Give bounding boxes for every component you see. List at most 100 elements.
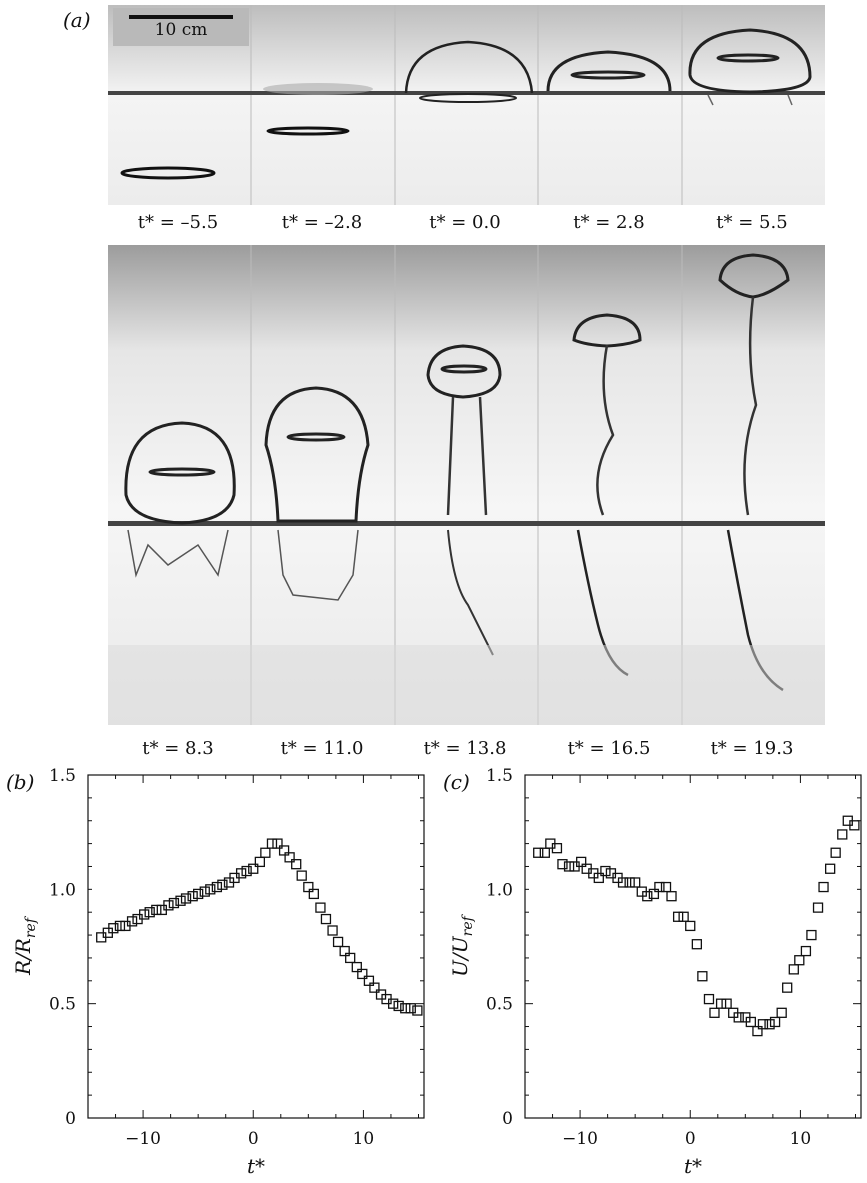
data-point <box>624 877 635 888</box>
y-axis-label: R/Rref <box>11 915 39 976</box>
data-point <box>654 881 665 893</box>
data-point <box>685 920 696 932</box>
data-point <box>388 998 399 1009</box>
data-point <box>617 877 629 888</box>
data-point <box>345 952 356 964</box>
y-tick-label: 0 <box>502 1109 513 1129</box>
data-point <box>217 879 228 890</box>
data-point <box>557 859 568 870</box>
data-point <box>393 1000 404 1012</box>
chart-radius: −10 0 10 0 0.5 1.0 1.5 t* R/Rref <box>11 768 425 1178</box>
plot-frame <box>87 774 425 1119</box>
data-point <box>187 891 198 902</box>
data-point <box>818 881 829 893</box>
data-point <box>849 820 860 831</box>
time-caption: t* = –2.8 <box>281 212 363 233</box>
data-point <box>108 923 119 934</box>
data-point <box>151 904 162 916</box>
data-point <box>175 895 186 906</box>
data-point <box>241 865 252 877</box>
data-point <box>794 955 805 966</box>
scale-bar: 10 cm <box>113 8 249 46</box>
data-point <box>630 877 641 888</box>
data-point <box>666 891 677 902</box>
data-point <box>291 859 302 870</box>
data-point <box>757 1019 769 1030</box>
data-point <box>126 916 138 927</box>
chart-velocity: −10 0 10 0 0.5 1.0 1.5 t* U/Uref <box>448 768 862 1178</box>
data-point <box>320 913 332 925</box>
data-point <box>776 1007 787 1018</box>
y-axis-label: U/Uref <box>448 913 476 976</box>
data-point <box>266 838 278 849</box>
data-point <box>691 939 703 950</box>
data-point <box>551 843 563 854</box>
time-caption: t* = 16.5 <box>567 738 651 759</box>
y-tick-label: 0.5 <box>49 995 76 1015</box>
data-point <box>721 998 732 1009</box>
panel-c-label: (c) <box>443 770 470 794</box>
data-point <box>405 1003 416 1014</box>
scale-bar-line <box>129 15 233 19</box>
x-tick-label: −10 <box>562 1129 598 1149</box>
data-point <box>733 1012 744 1023</box>
data-point <box>248 863 259 874</box>
data-point <box>114 920 126 932</box>
data-point <box>205 884 216 895</box>
scale-bar-label: 10 cm <box>154 20 208 40</box>
x-tick-label: 10 <box>353 1129 375 1149</box>
data-point <box>278 845 290 856</box>
data-point <box>825 863 836 874</box>
data-point <box>539 847 550 858</box>
data-point <box>339 945 350 957</box>
data-point <box>703 993 715 1005</box>
y-tick-label: 1.0 <box>486 880 513 900</box>
time-caption: t* = 5.5 <box>716 212 788 233</box>
data-point <box>211 881 223 893</box>
data-point <box>332 936 344 948</box>
data-point <box>782 982 793 993</box>
data-point <box>168 897 180 909</box>
data-point <box>533 847 544 858</box>
data-point <box>199 886 210 897</box>
data-point <box>296 870 307 881</box>
data-point <box>369 982 380 993</box>
bottom-photo-strip <box>108 245 825 725</box>
time-caption: t* = 19.3 <box>710 738 794 759</box>
data-point <box>648 888 660 900</box>
data-point <box>308 888 319 900</box>
x-tick-label: 0 <box>685 1129 696 1149</box>
data-point <box>357 968 368 980</box>
y-tick-label: 0 <box>65 1109 76 1129</box>
y-tick-label: 0.5 <box>486 995 513 1015</box>
data-point <box>315 902 326 913</box>
data-point <box>412 1005 423 1016</box>
data-point <box>764 1019 775 1030</box>
data-point <box>800 945 812 957</box>
data-point <box>745 1016 756 1028</box>
time-caption: t* = 0.0 <box>429 212 501 233</box>
data-point <box>660 881 672 893</box>
data-point <box>284 852 295 863</box>
data-point <box>576 856 587 868</box>
data-point <box>144 907 155 918</box>
data-point <box>697 971 708 982</box>
data-point <box>806 929 817 941</box>
data-point <box>812 902 824 913</box>
data-point <box>837 829 848 840</box>
data-point <box>563 861 575 872</box>
plot-frame <box>524 774 862 1119</box>
top-photo-row: 10 cm <box>108 5 825 205</box>
data-point <box>752 1025 763 1037</box>
data-point <box>593 872 604 884</box>
x-tick-label: 0 <box>248 1129 259 1149</box>
data-point <box>235 868 247 879</box>
data-point <box>260 847 271 858</box>
x-tick-label: 10 <box>790 1129 812 1149</box>
data-point <box>303 881 314 893</box>
data-point <box>272 838 283 849</box>
data-point <box>600 865 611 877</box>
data-point <box>193 888 204 900</box>
panel-b-label: (b) <box>6 770 35 794</box>
panel-a-label: (a) <box>63 8 91 32</box>
